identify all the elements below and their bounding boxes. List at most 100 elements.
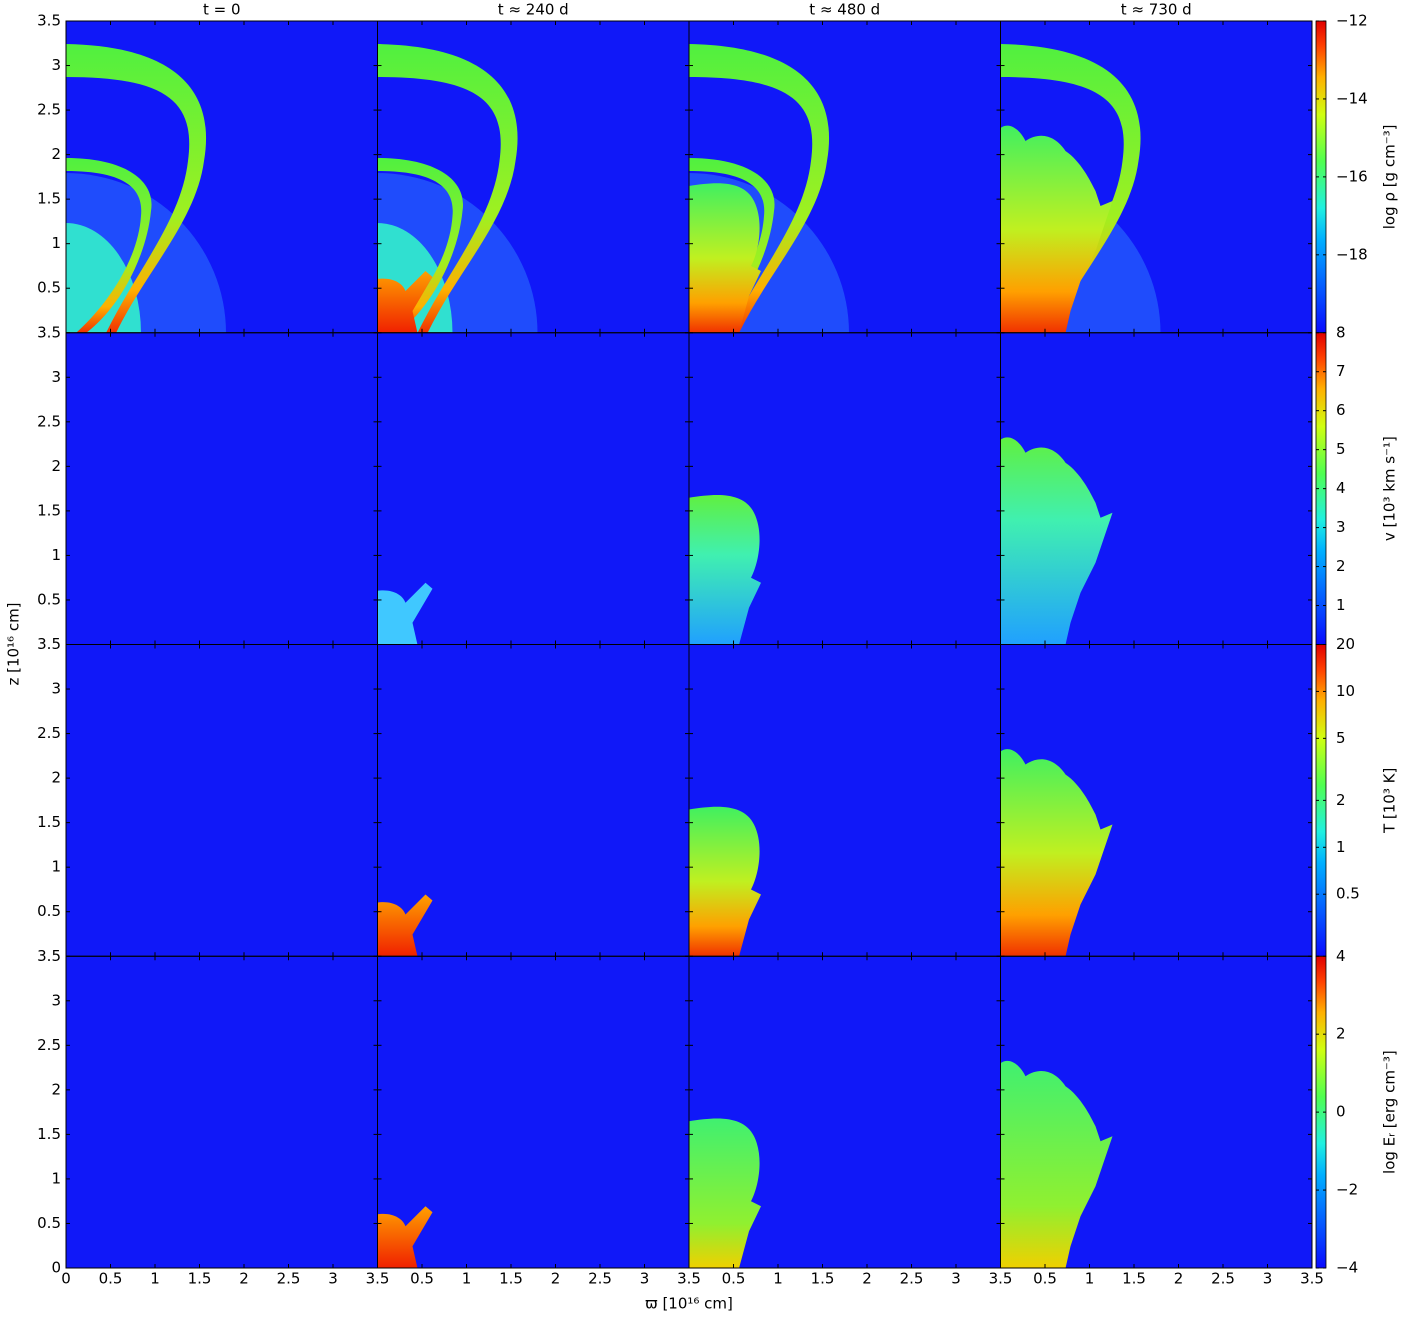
y-tick-label: 0.5 — [37, 279, 61, 297]
heatmap — [1000, 644, 1312, 957]
column-title: t = 0 — [203, 1, 241, 19]
y-tick-label: 0.5 — [37, 902, 61, 920]
x-tick-label: 2 — [1174, 1270, 1184, 1288]
heatmap — [1000, 332, 1312, 645]
x-tick-label: 3 — [328, 1270, 338, 1288]
x-tick-label: 3 — [951, 1270, 961, 1288]
heatmap — [377, 956, 689, 1269]
y-tick-label: 2 — [51, 145, 61, 163]
x-tick-label: 2.5 — [1211, 1270, 1235, 1288]
x-tick-label: 0.5 — [99, 1270, 123, 1288]
colorbar-tick-label: 2 — [1336, 557, 1346, 575]
colorbar-label: log Eᵣ [erg cm⁻³] — [1381, 1050, 1399, 1174]
x-tick-label: 0.5 — [722, 1270, 746, 1288]
x-tick-label: 1 — [1085, 1270, 1095, 1288]
heatmap — [689, 21, 1001, 333]
y-tick-label: 3 — [51, 368, 61, 386]
colorbar-label: v [10³ km s⁻¹] — [1381, 436, 1399, 541]
colorbar-tick-label: 10 — [1336, 682, 1355, 700]
y-tick-label: 3.5 — [37, 12, 61, 30]
colorbar-tick-label: 5 — [1336, 729, 1346, 747]
heatmap — [689, 956, 1001, 1269]
heatmap — [1000, 21, 1312, 333]
colorbar-tick-label: 4 — [1336, 479, 1346, 497]
y-tick-label: 3 — [51, 56, 61, 74]
colorbar-label: T [10³ K] — [1381, 768, 1399, 834]
colorbar-tick-label: 7 — [1336, 362, 1346, 380]
column-title: t ≈ 730 d — [1121, 1, 1192, 19]
y-tick-label: 1 — [51, 1169, 61, 1187]
heatmap — [377, 21, 689, 333]
colorbar-tick-label: 1 — [1336, 596, 1346, 614]
y-tick-label: 2.5 — [37, 412, 61, 430]
y-tick-label: 1.5 — [37, 1125, 61, 1143]
colorbar-tick-label: 4 — [1336, 947, 1346, 965]
x-tick-label: 2.5 — [900, 1270, 924, 1288]
heatmap — [377, 644, 689, 957]
x-tick-label: 2.5 — [277, 1270, 301, 1288]
y-tick-label: 3 — [51, 680, 61, 698]
x-tick-label: 1.5 — [811, 1270, 835, 1288]
colorbar-tick-label: 3 — [1336, 518, 1346, 536]
y-tick-label: 1.5 — [37, 501, 61, 519]
colorbar-tick-label: 0.5 — [1336, 885, 1360, 903]
column-title: t ≈ 240 d — [498, 1, 569, 19]
x-tick-label: 0.5 — [410, 1270, 434, 1288]
x-tick-label: 0.5 — [1033, 1270, 1057, 1288]
y-tick-label: 1.5 — [37, 813, 61, 831]
colorbar-label: log ρ [g cm⁻³] — [1381, 125, 1399, 230]
colorbar-tick-label: 5 — [1336, 440, 1346, 458]
y-tick-label: 3.5 — [37, 635, 61, 653]
colorbar-tick-label: −12 — [1336, 12, 1368, 30]
colorbar-tick-label: 1 — [1336, 838, 1346, 856]
heatmap — [689, 332, 1001, 645]
colorbar-tick-label: 2 — [1336, 791, 1346, 809]
x-tick-label: 1 — [150, 1270, 160, 1288]
colorbar-tick-label: −2 — [1336, 1181, 1358, 1199]
y-tick-label: 1.5 — [37, 190, 61, 208]
colorbar-tick-label: −16 — [1336, 167, 1368, 185]
colorbar-tick-label: 6 — [1336, 401, 1346, 419]
y-tick-label: 2 — [51, 769, 61, 787]
y-tick-label: 2 — [51, 457, 61, 475]
colorbar-tick-label: 0 — [1336, 1103, 1346, 1121]
x-tick-label: 2.5 — [588, 1270, 612, 1288]
x-tick-label: 3 — [640, 1270, 650, 1288]
colorbar-tick-label: 2 — [1336, 1025, 1346, 1043]
y-tick-label: 0.5 — [37, 590, 61, 608]
panel-frame — [1000, 955, 1313, 1269]
heatmap — [689, 644, 1001, 957]
x-tick-label: 2 — [862, 1270, 872, 1288]
x-tick-label: 3.5 — [989, 1270, 1013, 1288]
x-tick-label: 1.5 — [188, 1270, 212, 1288]
colorbar-tick-label: −4 — [1336, 1259, 1358, 1277]
x-tick-label: 2 — [239, 1270, 249, 1288]
x-tick-label: 3.5 — [366, 1270, 390, 1288]
heatmap — [66, 644, 378, 957]
y-tick-label: 3 — [51, 991, 61, 1009]
column-title: t ≈ 480 d — [809, 1, 880, 19]
panels — [66, 21, 1312, 1269]
y-axis-label: z [10¹⁶ cm] — [5, 602, 23, 685]
heatmap — [377, 332, 689, 645]
x-tick-label: 1 — [462, 1270, 472, 1288]
heatmap — [1000, 956, 1312, 1269]
x-tick-label: 0 — [61, 1270, 71, 1288]
y-tick-label: 0 — [51, 1259, 61, 1277]
x-axis-label: ϖ [10¹⁶ cm] — [645, 1295, 733, 1313]
colorbar-tick-label: 20 — [1336, 635, 1355, 653]
y-tick-label: 1 — [51, 234, 61, 252]
x-tick-label: 1.5 — [499, 1270, 523, 1288]
colorbar-tick-label: −18 — [1336, 245, 1368, 263]
heatmap — [66, 956, 378, 1268]
x-tick-label: 3.5 — [677, 1270, 701, 1288]
y-tick-label: 3.5 — [37, 947, 61, 965]
heatmap — [66, 332, 378, 645]
x-tick-label: 1 — [773, 1270, 783, 1288]
x-tick-label: 3 — [1263, 1270, 1273, 1288]
y-tick-label: 2.5 — [37, 724, 61, 742]
y-tick-label: 2.5 — [37, 1036, 61, 1054]
x-tick-label: 1.5 — [1122, 1270, 1146, 1288]
